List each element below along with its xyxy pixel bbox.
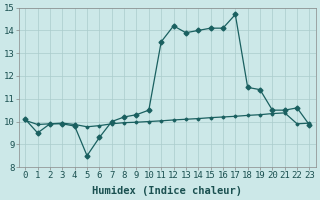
X-axis label: Humidex (Indice chaleur): Humidex (Indice chaleur) bbox=[92, 186, 242, 196]
